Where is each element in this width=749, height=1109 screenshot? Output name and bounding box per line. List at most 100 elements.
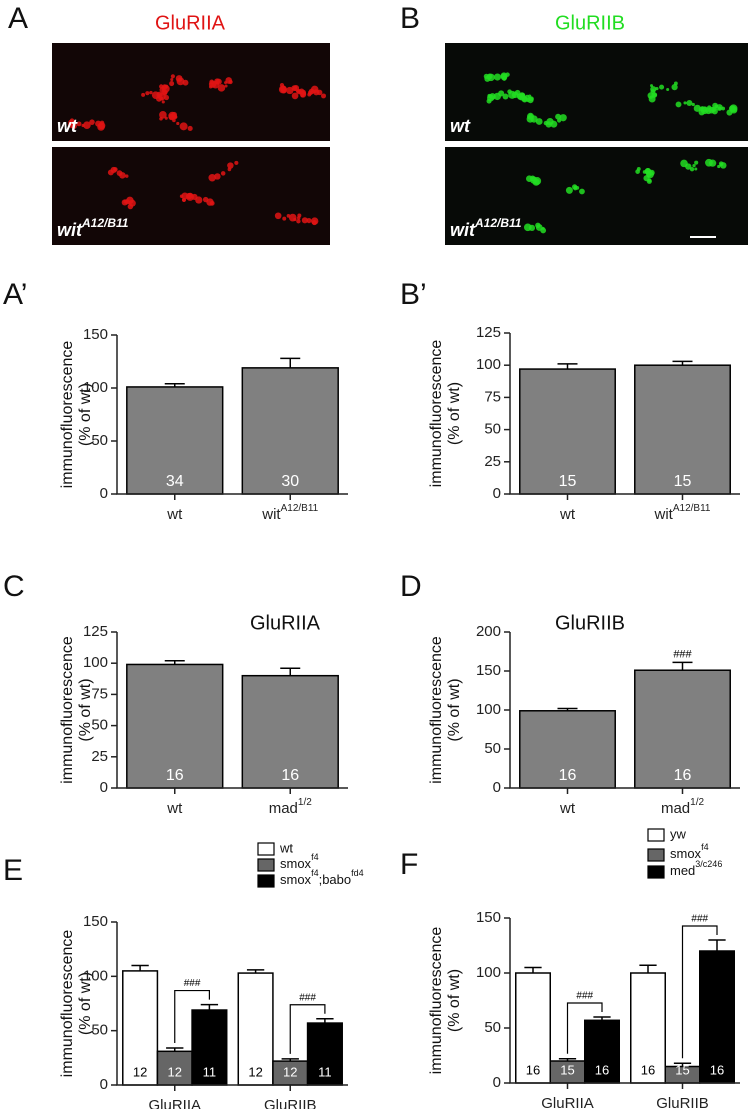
bouton [149, 90, 153, 95]
bouton [671, 84, 678, 91]
y-axis-label: immunofluorescence [428, 927, 445, 1075]
bar [237, 972, 274, 1086]
panel-letter: B’ [400, 278, 427, 311]
genotype-label: wt [57, 116, 78, 136]
y-tick-label: 50 [91, 717, 108, 734]
bouton [694, 167, 698, 171]
bouton [306, 217, 312, 224]
bouton [528, 224, 536, 231]
bouton [159, 111, 167, 119]
bouton [498, 90, 505, 97]
bouton [533, 177, 542, 185]
bouton [164, 116, 168, 120]
n-label: 12 [133, 1064, 147, 1079]
bouton [174, 115, 178, 119]
bouton [278, 85, 287, 94]
significance-bracket [566, 1002, 603, 1054]
y-tick-label: 125 [476, 324, 501, 341]
legend-swatch [647, 828, 665, 842]
y-tick-label: 125 [83, 623, 108, 640]
legend-label-part: f4 [701, 842, 709, 852]
y-axis-label: immunofluorescence [59, 636, 76, 784]
genotype-label-part: wit [57, 220, 83, 240]
bouton [119, 172, 126, 179]
bouton [721, 106, 726, 111]
y-axis-label: immunofluorescence [59, 341, 76, 489]
panel-letter: F [400, 848, 418, 881]
bouton [650, 86, 657, 93]
bouton [659, 84, 665, 90]
legend-label-part: f4 [311, 852, 319, 862]
bouton [666, 87, 670, 92]
legend-label-part: ;babo [319, 872, 352, 887]
legend-label-part: smox [280, 872, 312, 887]
x-tick-label-part: 1/2 [690, 797, 704, 808]
bouton [559, 114, 567, 122]
y-tick-label: 200 [476, 623, 501, 640]
significance-bracket [289, 1004, 326, 1054]
bouton [224, 84, 228, 88]
bouton [161, 100, 165, 104]
bouton [156, 91, 163, 98]
bouton [145, 91, 150, 96]
bouton [715, 104, 723, 111]
panel-letter: A [8, 2, 28, 35]
bar [126, 663, 224, 789]
bouton [675, 101, 682, 108]
legend-label: smoxf4 [670, 842, 709, 861]
bar [241, 367, 339, 495]
bouton [550, 120, 558, 128]
bouton [579, 188, 585, 195]
n-label: 16 [595, 1062, 609, 1077]
y-tick-label: 150 [83, 913, 108, 930]
micrograph [445, 147, 748, 245]
y-tick-label: 150 [476, 909, 501, 926]
n-label: 16 [674, 767, 692, 784]
x-tick-label: GluRIIA [148, 1097, 201, 1109]
legend-label: yw [670, 826, 687, 841]
n-label: 15 [560, 1062, 574, 1077]
bouton [76, 121, 82, 127]
bouton [282, 216, 287, 221]
bouton [693, 104, 701, 112]
n-label: 11 [318, 1064, 332, 1079]
bouton [692, 164, 696, 168]
y-tick-label: 50 [484, 740, 501, 757]
bar [122, 970, 159, 1086]
panel-letter: B [400, 2, 420, 35]
bouton [234, 160, 239, 165]
y-tick-label: 150 [476, 662, 501, 679]
bouton [673, 81, 678, 86]
bar [126, 386, 224, 495]
legend-swatch [257, 858, 275, 872]
bouton [729, 104, 738, 113]
bouton [163, 94, 170, 101]
bouton [195, 196, 203, 204]
y-tick-label: 100 [476, 356, 501, 373]
y-axis-label: (% of wt) [446, 678, 463, 741]
bouton [124, 174, 129, 178]
bouton [694, 160, 699, 165]
bar [515, 972, 551, 1084]
x-tick-label-part: A12/B11 [673, 503, 711, 514]
bouton [99, 120, 105, 126]
bouton [708, 159, 717, 167]
legend-label-part: fd4 [351, 868, 364, 878]
axes [116, 632, 348, 789]
bouton [565, 186, 573, 194]
bouton [653, 93, 657, 97]
bouton [179, 122, 188, 131]
bouton [540, 227, 547, 234]
y-axis-label: immunofluorescence [59, 930, 76, 1078]
x-tick-label-part: wit [261, 506, 281, 523]
bouton [502, 93, 509, 100]
bouton [708, 106, 715, 114]
bouton [227, 162, 234, 169]
panel-letter: C [3, 570, 25, 603]
bouton [573, 186, 578, 191]
chart-title: GluRIIB [555, 612, 625, 634]
y-tick-label: 0 [493, 779, 501, 796]
bouton [296, 219, 301, 224]
